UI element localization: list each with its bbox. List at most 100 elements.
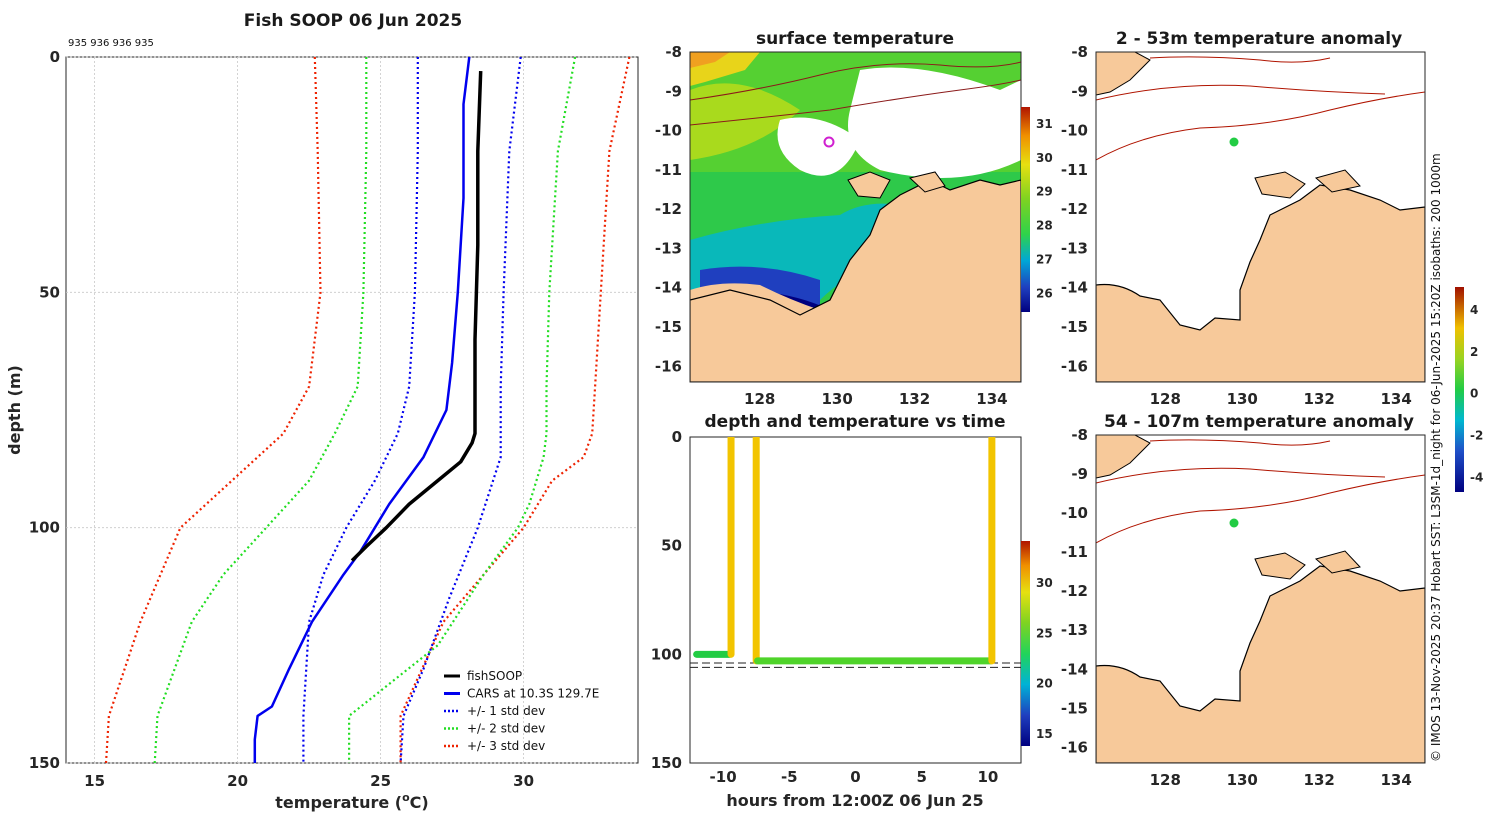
anomaly-1-title: 2 - 53m temperature anomaly — [1116, 29, 1402, 49]
map-xtick-label: 132 — [1304, 771, 1335, 789]
profile-axes-box — [65, 56, 639, 764]
map-ytick-label: -8 — [1071, 426, 1088, 444]
profile-ylabel: depth (m) — [5, 365, 24, 455]
map-ytick-label: -15 — [1061, 318, 1088, 336]
map-ytick-label: -15 — [1061, 699, 1088, 717]
map-ytick-label: -10 — [1061, 122, 1088, 140]
sst-position-marker — [823, 136, 835, 148]
sst-isobath-1000 — [690, 79, 1021, 126]
profile-series-line — [104, 57, 322, 763]
colorbar-tick-label: 29 — [1036, 185, 1053, 199]
map-ytick-label: -8 — [1071, 43, 1088, 61]
colorbar-tick-label: 27 — [1036, 252, 1053, 266]
map-ytick-label: -16 — [1061, 357, 1088, 375]
profile-xtick-label: 15 — [84, 772, 105, 790]
sst-cloud-gap — [848, 67, 1021, 178]
profile-legend: fishSOOP CARS at 10.3S 129.7E +/- 1 std de… — [444, 669, 599, 753]
anomaly-2-box — [1095, 434, 1426, 764]
sst-colorbar — [1021, 107, 1030, 312]
profile-tick-labels: 15 20 25 30 0 50 100 150 — [29, 48, 534, 790]
colorbar-tick-label: 25 — [1036, 626, 1053, 640]
map-ytick-label: -14 — [655, 279, 682, 297]
anomaly-1-box — [1095, 51, 1426, 383]
map-ytick-label: -12 — [1061, 200, 1088, 218]
time-xtick-label: 5 — [916, 768, 926, 786]
credit-text: © IMOS 13-Nov-2025 20:37 Hobart SST: L3S… — [1429, 153, 1443, 762]
time-xlabel: hours from 12:00Z 06 Jun 25 — [726, 791, 983, 810]
colorbar-tick-label: 20 — [1036, 677, 1053, 691]
anomaly-2-marker — [1229, 518, 1239, 528]
map-ytick-label: -8 — [665, 43, 682, 61]
anomaly-2-title: 54 - 107m temperature anomaly — [1104, 412, 1414, 432]
anomaly-1-timor — [1096, 52, 1151, 96]
anomaly-1-isobath-1000 — [1096, 91, 1425, 161]
legend-label: +/- 1 std dev — [467, 704, 545, 718]
map-xtick-label: 130 — [1227, 771, 1258, 789]
anomaly-2-tick-labels: 128 130 132 134 -8 -9 -10 -11 -12 -13 -14 -15 -16 — [1061, 426, 1412, 789]
time-plot-box — [689, 436, 1022, 764]
profile-top-ids: 935 936 936 935 — [68, 38, 154, 49]
anomaly-1-area — [1096, 52, 1425, 382]
map-ytick-label: -13 — [655, 239, 682, 257]
colorbar-tick-label: 30 — [1036, 151, 1053, 165]
time-colorbar-ticks: 15 20 25 30 — [1036, 576, 1053, 741]
colorbar-tick-label: 15 — [1036, 727, 1053, 741]
map-xtick-label: 134 — [976, 390, 1007, 408]
profile-ytick-label: 0 — [50, 48, 60, 66]
sst-isobath-200 — [690, 61, 1021, 101]
legend-label: CARS at 10.3S 129.7E — [467, 687, 599, 701]
anomaly-2-isobath-1000 — [1096, 474, 1425, 544]
profile-series-line — [350, 71, 483, 562]
profile-title: Fish SOOP 06 Jun 2025 — [244, 11, 462, 31]
profile-panel: Fish SOOP 06 Jun 2025 935 936 936 935 15… — [5, 11, 639, 812]
time-xtick-label: -10 — [710, 768, 737, 786]
anomaly-2-timor — [1096, 435, 1151, 479]
sst-map-area — [690, 52, 1021, 382]
sst-tick-labels: 128 130 132 134 -8 -9 -10 -11 -12 -13 -14 -15 -16 — [655, 43, 1008, 408]
sst-colorbar-ticks: 26 27 28 29 30 31 — [1036, 117, 1053, 300]
colorbar-tick-label: 30 — [1036, 576, 1053, 590]
map-ytick-label: -11 — [1061, 161, 1088, 179]
anomaly-1-tick-labels: 128 130 132 134 -8 -9 -10 -11 -12 -13 -14 -15 -16 — [1061, 43, 1412, 408]
time-plot-panel: depth and temperature vs time -10 -5 0 5 100… — [651, 412, 1053, 810]
time-ytick-label: 0 — [672, 428, 682, 446]
map-ytick-label: -14 — [1061, 279, 1088, 297]
map-ytick-label: -12 — [655, 200, 682, 218]
sst-map-title: surface temperature — [756, 29, 954, 49]
anomaly-2-isobath-200 — [1096, 467, 1386, 484]
sst-warm-patch — [690, 83, 800, 160]
legend-label: +/- 2 std dev — [467, 722, 545, 736]
profile-series-line — [253, 57, 471, 763]
map-ytick-label: -9 — [1071, 82, 1088, 100]
profile-xlabel: temperature (oC) — [275, 791, 428, 812]
profile-ytick-label: 50 — [39, 283, 60, 301]
anomaly-2-land — [1096, 565, 1425, 763]
map-xtick-label: 132 — [1304, 390, 1335, 408]
map-ytick-label: -10 — [655, 122, 682, 140]
colorbar-tick-label: 28 — [1036, 219, 1053, 233]
anomaly-1-isobath-200 — [1096, 84, 1386, 101]
anomaly-map-1-panel: 2 - 53m temperature anomaly 128 130 132 134… — [1061, 29, 1426, 408]
map-ytick-label: -13 — [1061, 239, 1088, 257]
time-xtick-label: 10 — [977, 768, 998, 786]
map-xtick-label: 134 — [1380, 771, 1411, 789]
colorbar-tick-label: 0 — [1470, 387, 1478, 401]
profile-series-line — [153, 57, 368, 763]
colorbar-tick-label: -2 — [1470, 429, 1483, 443]
sst-map-panel: surface temperature 128 130 132 134 -8 -9 -10 -… — [655, 29, 1053, 408]
colorbar-tick-label: 4 — [1470, 303, 1478, 317]
anomaly-2-area — [1096, 435, 1425, 763]
map-ytick-label: -9 — [1071, 465, 1088, 483]
time-xtick-label: -5 — [781, 768, 798, 786]
sst-land — [690, 179, 1021, 382]
time-colorbar — [1021, 541, 1030, 746]
legend-label: fishSOOP — [467, 669, 522, 683]
time-ytick-label: 100 — [651, 645, 682, 663]
profile-series-line — [399, 57, 522, 763]
map-ytick-label: -10 — [1061, 504, 1088, 522]
profile-ytick-label: 100 — [29, 519, 60, 537]
colorbar-tick-label: 2 — [1470, 345, 1478, 359]
map-xtick-label: 128 — [1150, 771, 1181, 789]
